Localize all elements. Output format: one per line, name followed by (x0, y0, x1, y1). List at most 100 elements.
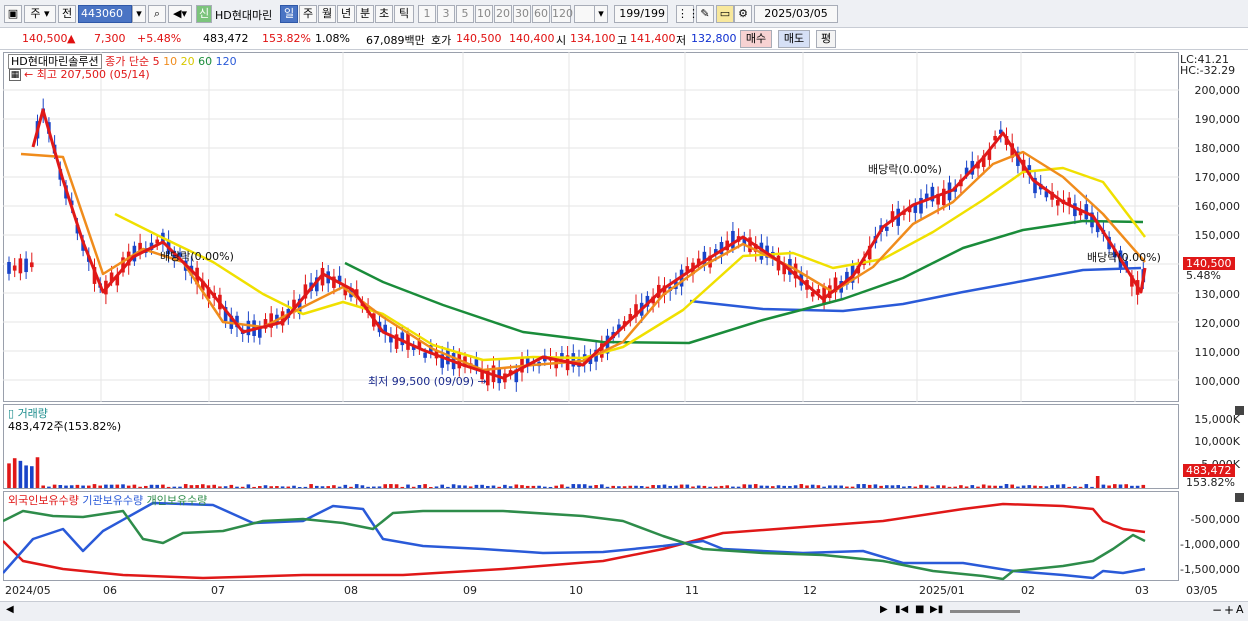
volume-bar (30, 466, 34, 488)
stop-icon[interactable]: ■ (915, 604, 925, 615)
volume-bar (582, 484, 587, 488)
count-display[interactable]: 199/199 (614, 5, 668, 23)
y-tick: 110,000 (1194, 346, 1241, 359)
candle-body (696, 258, 701, 265)
candle-body (400, 332, 405, 346)
volume-bar (474, 484, 479, 488)
y-tick: 130,000 (1194, 288, 1241, 301)
volume-bar (793, 485, 798, 488)
prev-button[interactable]: 전 (58, 5, 76, 23)
tab-month[interactable]: 월 (318, 5, 336, 23)
volume-bar (771, 486, 775, 488)
period-label: 주 (30, 7, 41, 20)
chart-settings-icon[interactable]: ▦ (9, 69, 21, 81)
zoom-slider[interactable] (950, 610, 1020, 613)
bid-price-2: 140,400 (509, 32, 555, 45)
volume-bar (554, 485, 558, 488)
interval-30[interactable]: 30 (513, 5, 531, 23)
custom-interval-dropdown[interactable]: ▾ (594, 5, 608, 23)
volume-bar (394, 484, 399, 488)
candle-body (411, 345, 416, 350)
candle-body (201, 280, 205, 291)
sell-button[interactable]: 매도 (778, 30, 810, 48)
highlight-icon[interactable]: ▭ (716, 5, 734, 23)
volume-bar (634, 485, 638, 488)
candle-body (297, 298, 302, 315)
volume-bar (588, 485, 593, 488)
candle-body (993, 135, 997, 141)
tab-tick[interactable]: 틱 (394, 5, 414, 23)
speaker-icon[interactable]: ◀▾ (168, 5, 192, 23)
tab-year[interactable]: 년 (337, 5, 355, 23)
tab-minute[interactable]: 분 (356, 5, 374, 23)
evaluate-button[interactable]: 평 (816, 30, 836, 48)
gear-icon[interactable]: ⚙ (734, 5, 752, 23)
volume-bar (360, 485, 365, 488)
volume-bar (537, 485, 541, 488)
scroll-left-icon[interactable]: ◀ (6, 604, 14, 615)
candle-body (1078, 209, 1083, 216)
volume-bar (1118, 484, 1123, 488)
zoom-out-icon[interactable]: − (1212, 603, 1223, 617)
scroll-right-icon[interactable]: ▶ (880, 604, 888, 615)
new-listing-badge: 신 (196, 5, 212, 23)
grid-icon[interactable]: ⋮⋮ (676, 5, 699, 23)
candle-body (389, 336, 393, 343)
interval-3[interactable]: 3 (437, 5, 455, 23)
draw-icon[interactable]: ✎ (696, 5, 714, 23)
candle-body (30, 262, 34, 268)
candle-body (571, 353, 576, 367)
font-size-icon[interactable]: A (1236, 603, 1244, 616)
candle-body (337, 275, 342, 282)
window-menu-icon[interactable]: ▣ (4, 5, 22, 23)
date-input[interactable]: 2025/03/05 (754, 5, 838, 23)
volume-bar (788, 485, 792, 488)
volume-bar (548, 486, 553, 488)
volume-bar (508, 486, 513, 488)
volume-bar (389, 484, 393, 488)
ma5-legend: 5 (152, 55, 160, 68)
price-chart-panel[interactable] (3, 52, 1179, 402)
volume-panel[interactable] (3, 404, 1179, 489)
volume-bar (560, 484, 564, 488)
tab-day[interactable]: 일 (280, 5, 298, 23)
volume-bar (258, 486, 262, 488)
volume-bar (35, 457, 40, 488)
stock-code-input[interactable]: 443060 (78, 5, 132, 23)
lc-label: LC:41.21 (1180, 53, 1230, 66)
first-page-icon[interactable]: ▮◀ (895, 604, 909, 615)
candle-body (753, 243, 758, 252)
interval-20[interactable]: 20 (494, 5, 512, 23)
volume-bar (1095, 476, 1100, 488)
interval-1[interactable]: 1 (418, 5, 436, 23)
price-y-axis: 200,000 190,000 180,000 170,000 160,000 … (1180, 52, 1246, 402)
buy-button[interactable]: 매수 (740, 30, 772, 48)
hc-label: HC:-32.29 (1180, 64, 1236, 77)
volume-bar (491, 485, 496, 488)
interval-10[interactable]: 10 (475, 5, 493, 23)
candle-body (1113, 249, 1117, 258)
zoom-in-icon[interactable]: + (1224, 603, 1235, 617)
interval-60[interactable]: 60 (532, 5, 550, 23)
volume-bar (577, 484, 581, 488)
volume-bar (75, 484, 80, 488)
volume-bar (1101, 484, 1106, 488)
high-note-text: 최고 207,500 (05/14) (36, 68, 150, 81)
volume-bar (87, 485, 91, 488)
bottom-scrollbar[interactable]: ◀ ▶ ▮◀ ■ ▶▮ − + A (0, 601, 1248, 621)
close-volume-panel-icon[interactable] (1235, 406, 1244, 415)
code-dropdown-icon[interactable]: ▾ (132, 5, 146, 23)
volume-bar (833, 485, 838, 488)
close-holdings-panel-icon[interactable] (1235, 493, 1244, 502)
tab-week[interactable]: 주 (299, 5, 317, 23)
period-dropdown[interactable]: 주 ▾ (24, 5, 56, 23)
interval-120[interactable]: 120 (551, 5, 573, 23)
tab-second[interactable]: 초 (375, 5, 393, 23)
search-icon[interactable]: ⌕ (148, 5, 166, 23)
volume-bar (514, 484, 519, 488)
volume-bar (411, 486, 416, 488)
high-note: ← 최고 207,500 (05/14) (24, 68, 150, 81)
last-page-icon[interactable]: ▶▮ (930, 604, 944, 615)
interval-5[interactable]: 5 (456, 5, 474, 23)
volume-bar (423, 484, 427, 488)
